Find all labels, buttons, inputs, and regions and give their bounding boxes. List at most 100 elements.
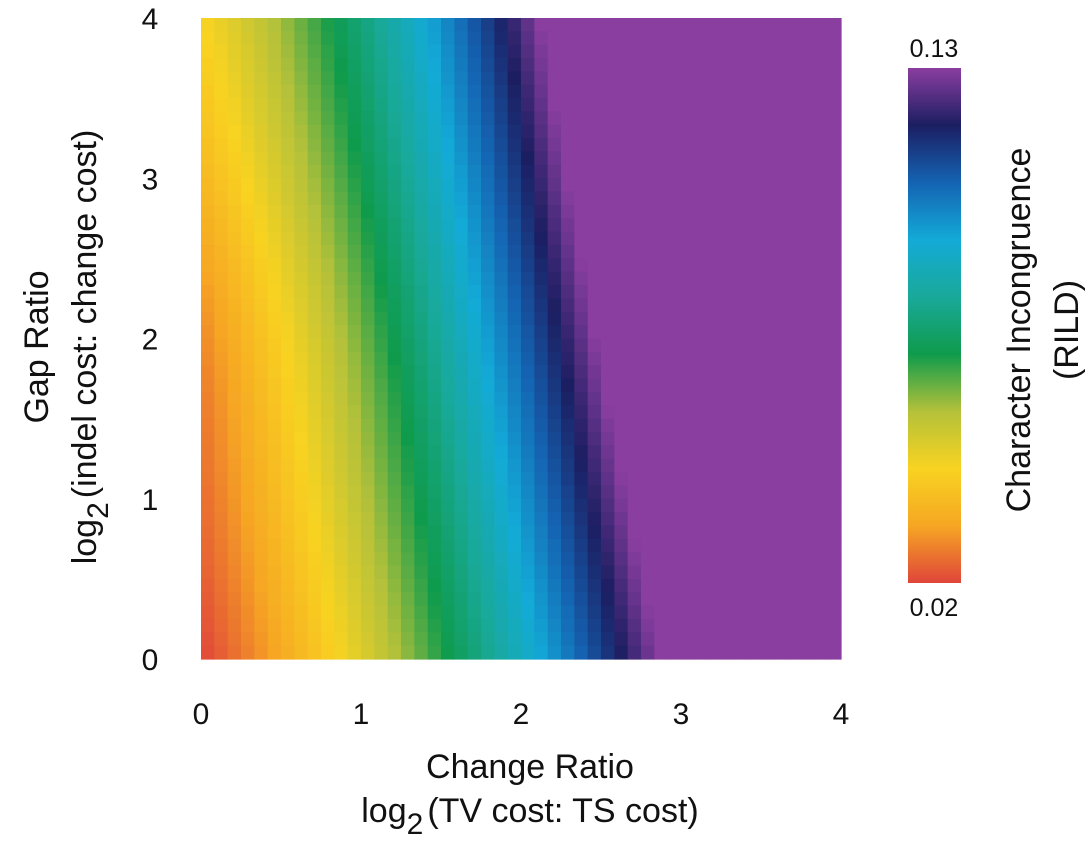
heatmap-cell bbox=[601, 44, 615, 59]
heatmap-cell bbox=[774, 605, 789, 620]
heatmap-cell bbox=[267, 485, 282, 500]
heatmap-cell bbox=[521, 351, 535, 366]
heatmap-cell bbox=[374, 365, 389, 380]
heatmap-cell bbox=[414, 578, 429, 593]
heatmap-cell bbox=[347, 431, 362, 446]
heatmap-cell bbox=[227, 605, 242, 620]
heatmap-cell bbox=[414, 58, 429, 73]
heatmap-cell bbox=[361, 431, 375, 446]
heatmap-cell bbox=[201, 458, 215, 473]
heatmap-cell bbox=[321, 111, 335, 126]
heatmap-cell bbox=[241, 418, 255, 433]
heatmap-cell bbox=[721, 151, 735, 166]
heatmap-cell bbox=[654, 378, 669, 393]
heatmap-cell bbox=[521, 338, 535, 353]
heatmap-cell bbox=[534, 84, 549, 99]
heatmap-cell bbox=[747, 98, 762, 113]
heatmap-cell bbox=[401, 618, 415, 633]
heatmap-cell bbox=[721, 325, 735, 340]
heatmap-cell bbox=[814, 605, 829, 620]
heatmap-cell bbox=[654, 258, 669, 273]
heatmap-cell bbox=[241, 151, 255, 166]
heatmap-cell bbox=[747, 124, 762, 139]
heatmap-cell bbox=[574, 525, 589, 540]
heatmap-cell bbox=[614, 538, 629, 553]
heatmap-cell bbox=[827, 285, 842, 300]
heatmap-cell bbox=[201, 485, 215, 500]
heatmap-cell bbox=[401, 138, 415, 153]
heatmap-cell bbox=[774, 311, 789, 326]
heatmap-cell bbox=[827, 325, 842, 340]
heatmap-cell bbox=[561, 191, 575, 206]
heatmap-cell bbox=[587, 151, 602, 166]
heatmap-cell bbox=[747, 298, 762, 313]
heatmap-cell bbox=[547, 338, 562, 353]
heatmap-cell bbox=[374, 258, 389, 273]
heatmap-cell bbox=[227, 458, 242, 473]
heatmap-cell bbox=[214, 525, 229, 540]
heatmap-cell bbox=[534, 311, 549, 326]
heatmap-cell bbox=[481, 418, 495, 433]
heatmap-cell bbox=[267, 271, 282, 286]
heatmap-cell bbox=[521, 164, 535, 179]
heatmap-cell bbox=[241, 204, 255, 219]
heatmap-cell bbox=[361, 98, 375, 113]
heatmap-cell bbox=[681, 338, 695, 353]
heatmap-cell bbox=[747, 325, 762, 340]
heatmap-cell bbox=[387, 458, 402, 473]
heatmap-cell bbox=[214, 605, 229, 620]
heatmap-cell bbox=[694, 98, 709, 113]
heatmap-cell bbox=[214, 31, 229, 46]
heatmap-cell bbox=[267, 84, 282, 99]
heatmap-cell bbox=[241, 445, 255, 460]
heatmap-cell bbox=[734, 578, 749, 593]
heatmap-cell bbox=[441, 618, 455, 633]
heatmap-cell bbox=[334, 191, 349, 206]
heatmap-cell bbox=[507, 592, 522, 607]
heatmap-cell bbox=[427, 231, 442, 246]
heatmap-cell bbox=[494, 512, 509, 527]
heatmap-cell bbox=[467, 111, 482, 126]
heatmap-cell bbox=[347, 445, 362, 460]
heatmap-cell bbox=[627, 378, 642, 393]
heatmap-cell bbox=[427, 111, 442, 126]
heatmap-cell bbox=[547, 512, 562, 527]
heatmap-cell bbox=[361, 365, 375, 380]
heatmap-cell bbox=[521, 18, 535, 32]
heatmap-cell bbox=[427, 245, 442, 259]
heatmap-cell bbox=[827, 71, 842, 86]
heatmap-cell bbox=[507, 218, 522, 233]
heatmap-cell bbox=[627, 512, 642, 527]
heatmap-cell bbox=[814, 578, 829, 593]
heatmap-cell bbox=[494, 391, 509, 406]
heatmap-cell bbox=[574, 605, 589, 620]
heatmap-cell bbox=[681, 565, 695, 580]
heatmap-cell bbox=[681, 538, 695, 553]
heatmap-cell bbox=[641, 71, 655, 86]
heatmap-cell bbox=[774, 405, 789, 420]
heatmap-cell bbox=[267, 258, 282, 273]
heatmap-cell bbox=[534, 204, 549, 219]
heatmap-cell bbox=[721, 405, 735, 420]
heatmap-cell bbox=[787, 31, 802, 46]
heatmap-cell bbox=[654, 124, 669, 139]
heatmap-cell bbox=[561, 645, 575, 660]
heatmap-cell bbox=[267, 565, 282, 580]
heatmap-cell bbox=[694, 378, 709, 393]
heatmap-cell bbox=[294, 325, 309, 340]
heatmap-cell bbox=[294, 311, 309, 326]
heatmap-cell bbox=[667, 124, 682, 139]
heatmap-cell bbox=[734, 391, 749, 406]
heatmap-cell bbox=[347, 285, 362, 300]
heatmap-cell bbox=[761, 84, 775, 99]
heatmap-cell bbox=[227, 44, 242, 59]
heatmap-cell bbox=[707, 151, 722, 166]
heatmap-cell bbox=[574, 538, 589, 553]
heatmap-cell bbox=[747, 44, 762, 59]
heatmap-cell bbox=[587, 538, 602, 553]
heatmap-cell bbox=[467, 71, 482, 86]
heatmap-cell bbox=[774, 391, 789, 406]
heatmap-cell bbox=[214, 338, 229, 353]
heatmap-cell bbox=[227, 124, 242, 139]
heatmap-cell bbox=[734, 58, 749, 73]
